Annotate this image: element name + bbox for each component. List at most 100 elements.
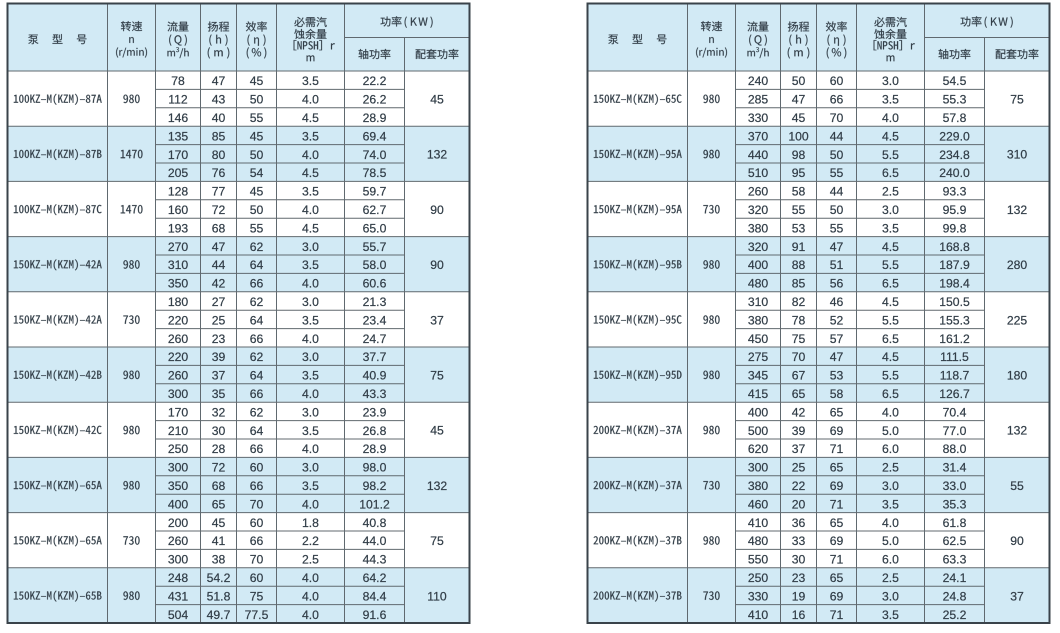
svg-text:37: 37	[1010, 589, 1024, 603]
svg-text:3.0: 3.0	[302, 461, 319, 475]
svg-text:62: 62	[250, 350, 264, 364]
svg-text:22: 22	[792, 479, 806, 493]
svg-text:66: 66	[250, 479, 264, 493]
svg-text:3.5: 3.5	[302, 258, 319, 272]
svg-text:260: 260	[168, 369, 189, 383]
svg-text:160: 160	[168, 203, 189, 217]
svg-text:65: 65	[792, 387, 806, 401]
svg-text:45: 45	[250, 185, 264, 199]
svg-text:2.5: 2.5	[882, 185, 899, 199]
svg-text:4.0: 4.0	[302, 442, 319, 456]
svg-text:28.9: 28.9	[363, 111, 387, 125]
svg-text:93.3: 93.3	[943, 185, 967, 199]
svg-text:60: 60	[250, 461, 264, 475]
svg-text:45: 45	[792, 111, 806, 125]
svg-text:30: 30	[212, 424, 226, 438]
svg-text:54: 54	[250, 166, 264, 180]
svg-text:57.8: 57.8	[943, 111, 967, 125]
svg-text:38: 38	[212, 553, 226, 567]
svg-text:56: 56	[830, 277, 844, 291]
svg-text:62.5: 62.5	[943, 534, 967, 548]
svg-text:70: 70	[792, 350, 806, 364]
svg-text:42: 42	[212, 277, 226, 291]
svg-text:47: 47	[212, 74, 226, 88]
svg-text:28.9: 28.9	[363, 442, 387, 456]
svg-text:510: 510	[748, 166, 769, 180]
svg-text:1.8: 1.8	[302, 516, 319, 530]
svg-text:60: 60	[250, 571, 264, 585]
svg-text:47: 47	[212, 240, 226, 254]
svg-text:50: 50	[830, 148, 844, 162]
svg-text:88.0: 88.0	[943, 442, 967, 456]
svg-text:2.5: 2.5	[882, 461, 899, 475]
svg-text:16: 16	[792, 608, 806, 622]
svg-text:345: 345	[748, 369, 769, 383]
svg-text:480: 480	[748, 277, 769, 291]
svg-text:135: 135	[168, 129, 189, 143]
svg-text:285: 285	[748, 93, 769, 107]
svg-text:74.0: 74.0	[363, 148, 387, 162]
svg-text:30: 30	[792, 553, 806, 567]
svg-text:4.5: 4.5	[882, 129, 899, 143]
svg-text:62: 62	[250, 295, 264, 309]
svg-text:46: 46	[830, 295, 844, 309]
svg-text:24.1: 24.1	[943, 571, 967, 585]
svg-text:440: 440	[748, 148, 769, 162]
svg-text:3.5: 3.5	[302, 369, 319, 383]
svg-text:95.9: 95.9	[943, 203, 967, 217]
svg-text:50: 50	[250, 203, 264, 217]
svg-text:77.5: 77.5	[245, 608, 269, 622]
svg-text:31.4: 31.4	[943, 461, 967, 475]
svg-text:155.3: 155.3	[939, 313, 970, 327]
svg-text:111.5: 111.5	[940, 350, 969, 364]
svg-text:25: 25	[792, 461, 806, 475]
svg-text:41: 41	[212, 534, 226, 548]
svg-text:62: 62	[250, 405, 264, 419]
svg-text:47: 47	[830, 240, 844, 254]
svg-text:4.5: 4.5	[882, 240, 899, 254]
svg-text:58: 58	[830, 387, 844, 401]
svg-text:132: 132	[1007, 424, 1028, 438]
svg-text:90: 90	[430, 203, 444, 217]
svg-text:146: 146	[168, 111, 189, 125]
svg-text:50: 50	[250, 148, 264, 162]
svg-text:6.5: 6.5	[882, 332, 899, 346]
svg-text:37.7: 37.7	[363, 350, 387, 364]
svg-text:4.0: 4.0	[302, 203, 319, 217]
svg-text:6.5: 6.5	[882, 277, 899, 291]
svg-text:2.2: 2.2	[302, 534, 319, 548]
svg-text:101.2: 101.2	[359, 497, 390, 511]
svg-text:380: 380	[748, 221, 769, 235]
svg-text:4.0: 4.0	[302, 93, 319, 107]
svg-text:220: 220	[168, 350, 189, 364]
svg-text:51.8: 51.8	[207, 589, 231, 603]
svg-text:44.3: 44.3	[363, 553, 387, 567]
svg-text:6.0: 6.0	[882, 442, 899, 456]
svg-text:69: 69	[830, 479, 844, 493]
svg-text:310: 310	[168, 258, 189, 272]
svg-text:480: 480	[748, 534, 769, 548]
svg-text:98.2: 98.2	[363, 479, 387, 493]
svg-text:35.3: 35.3	[943, 497, 967, 511]
svg-text:43.3: 43.3	[363, 387, 387, 401]
svg-text:55: 55	[250, 221, 264, 235]
svg-text:26.2: 26.2	[363, 93, 387, 107]
svg-text:4.0: 4.0	[882, 405, 899, 419]
svg-text:187.9: 187.9	[939, 258, 970, 272]
svg-text:72: 72	[212, 203, 226, 217]
svg-text:57: 57	[830, 332, 844, 346]
svg-text:330: 330	[748, 589, 769, 603]
svg-text:55.7: 55.7	[363, 240, 387, 254]
svg-text:450: 450	[748, 332, 769, 346]
svg-text:32: 32	[212, 405, 226, 419]
svg-text:68: 68	[212, 479, 226, 493]
svg-text:3.5: 3.5	[882, 608, 899, 622]
svg-text:504: 504	[168, 608, 189, 622]
svg-text:72: 72	[212, 461, 226, 475]
svg-text:78: 78	[792, 313, 806, 327]
svg-text:23.9: 23.9	[363, 405, 387, 419]
svg-text:3.0: 3.0	[302, 350, 319, 364]
svg-text:229.0: 229.0	[939, 129, 970, 143]
svg-text:3.5: 3.5	[882, 93, 899, 107]
svg-text:24.8: 24.8	[943, 589, 967, 603]
